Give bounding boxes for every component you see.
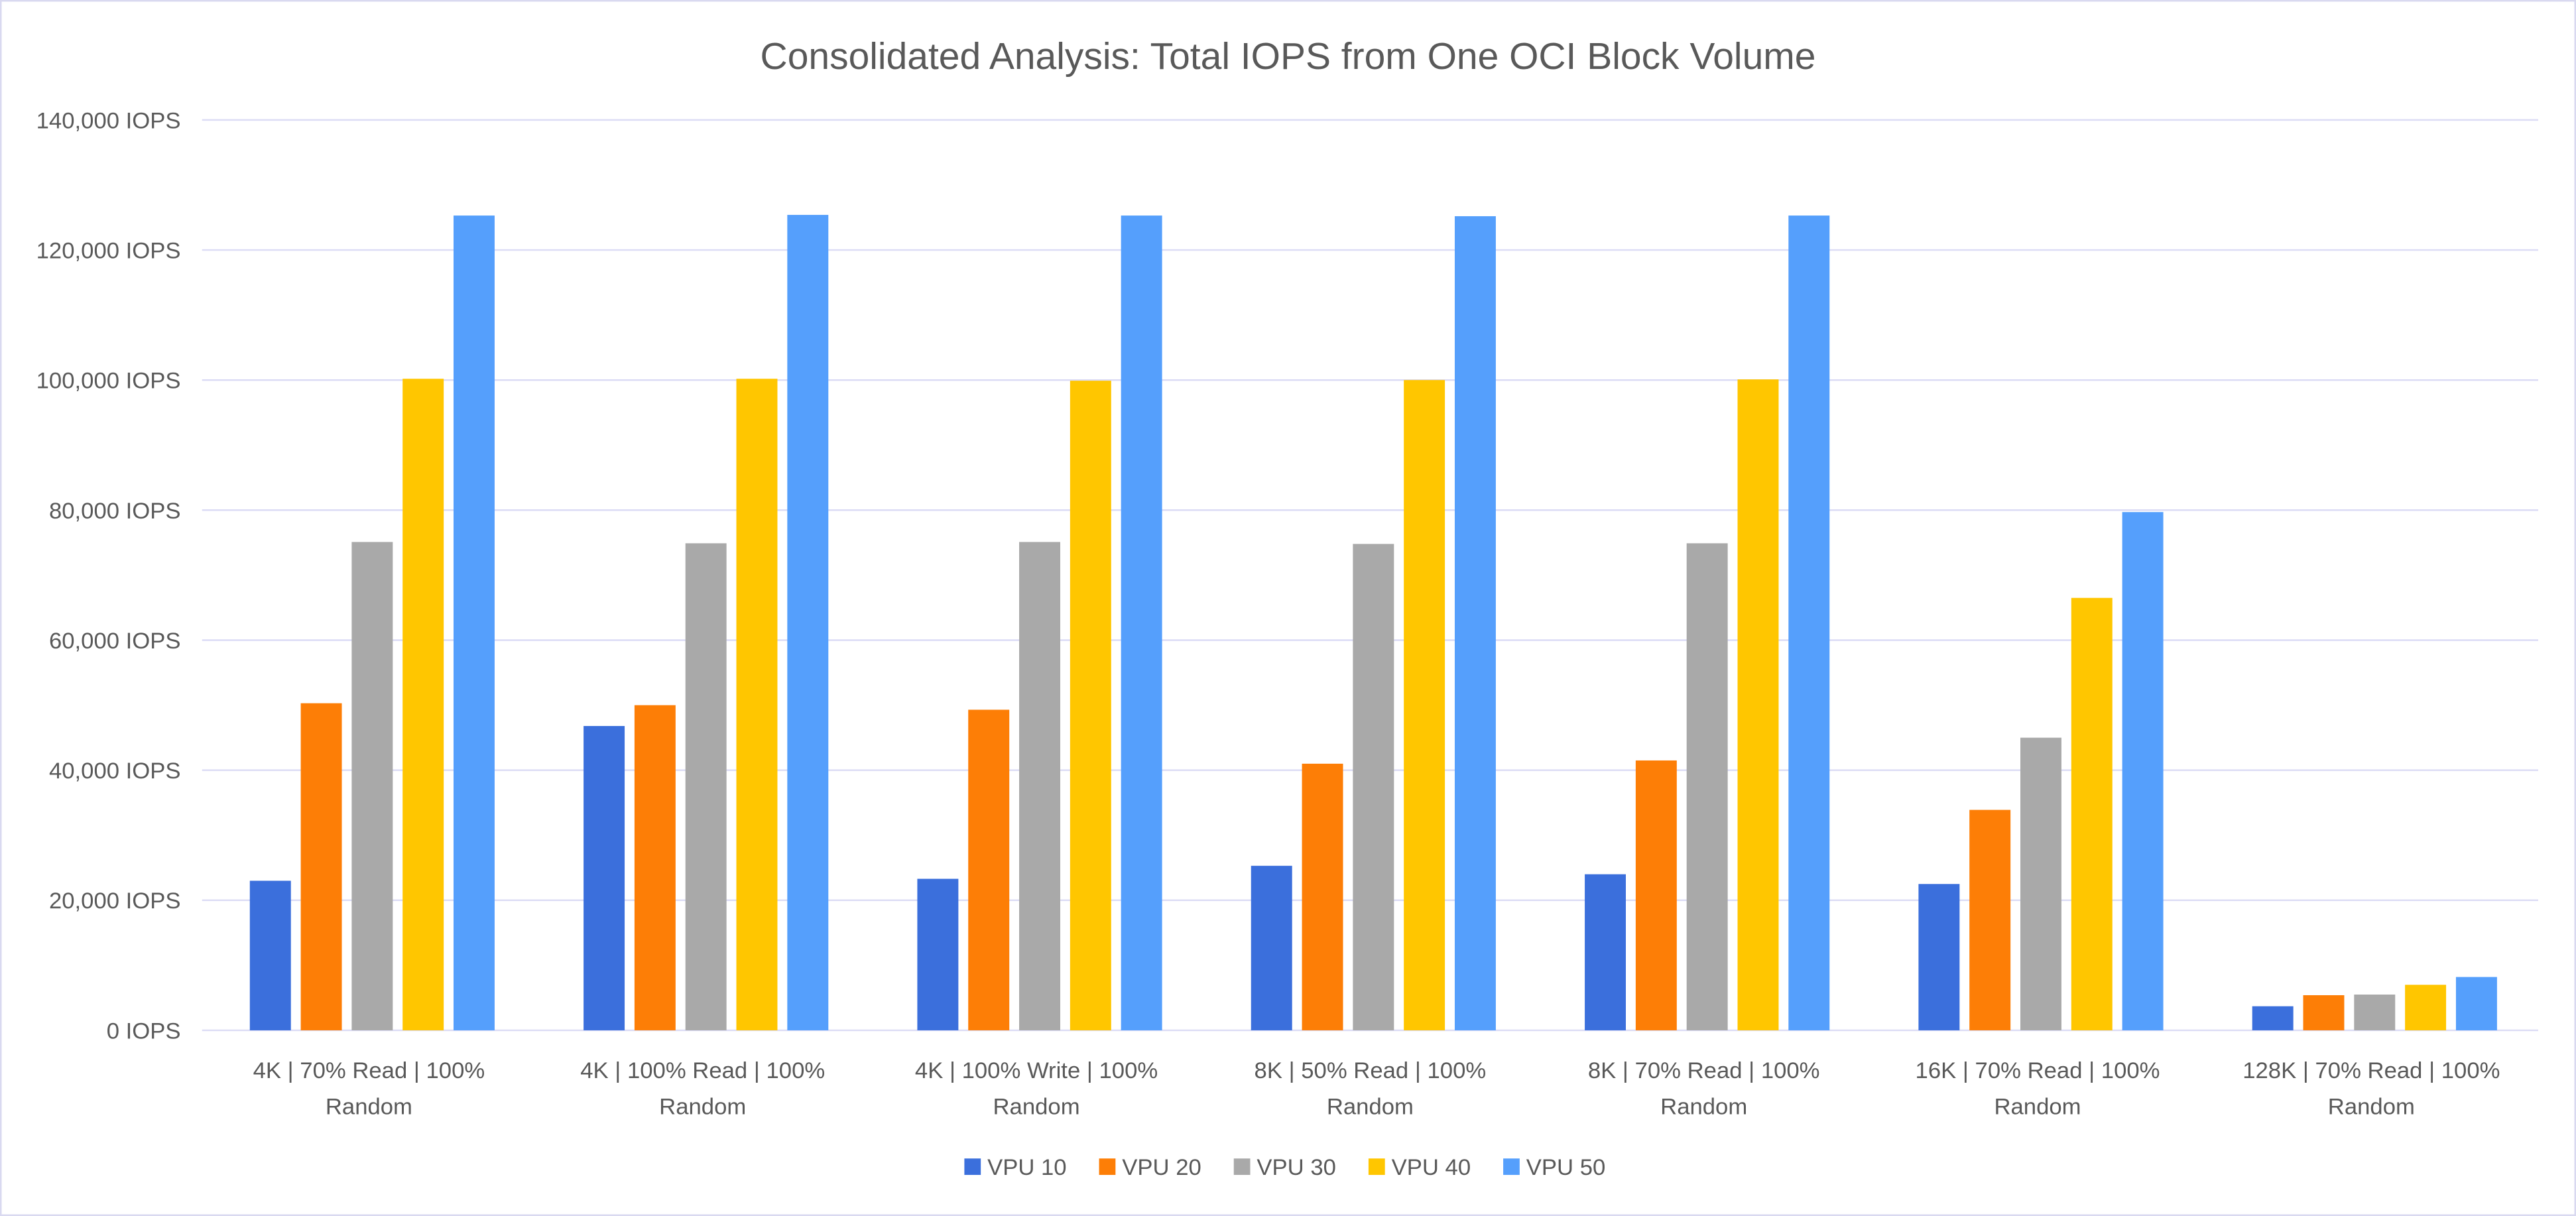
bars [249,215,2497,1030]
bar-vpu-50 [2122,512,2164,1030]
legend-label: VPU 40 [1392,1155,1471,1180]
x-tick-label: Random [1994,1094,2081,1119]
bar-vpu-20 [1635,760,1677,1030]
bar-vpu-20 [2303,995,2345,1030]
bar-vpu-30 [2354,995,2396,1030]
x-tick-label: 8K | 50% Read | 100% [1255,1058,1487,1083]
y-tick-label: 140,000 IOPS [36,108,181,133]
y-tick-label: 100,000 IOPS [36,369,181,394]
y-tick-label: 0 IOPS [107,1018,181,1044]
y-tick-label: 80,000 IOPS [49,499,181,524]
legend-swatch [1233,1158,1251,1176]
x-tick-label: 4K | 100% Read | 100% [580,1058,825,1083]
bar-vpu-40 [1070,381,1111,1030]
x-tick-label: Random [2328,1094,2415,1119]
bar-vpu-40 [1737,379,1779,1030]
bar-vpu-30 [351,542,393,1030]
y-tick-label: 60,000 IOPS [49,629,181,654]
bar-vpu-10 [1918,884,1960,1030]
legend-label: VPU 30 [1257,1155,1336,1180]
bar-vpu-10 [1585,874,1626,1030]
bar-vpu-30 [1686,543,1728,1030]
x-tick-label: Random [1660,1094,1747,1119]
bar-vpu-40 [1404,380,1445,1030]
bar-vpu-50 [787,215,829,1030]
bar-vpu-10 [583,725,625,1030]
x-tick-label: 16K | 70% Read | 100% [1916,1058,2160,1083]
x-tick-label: Random [659,1094,746,1119]
bar-vpu-50 [2455,977,2497,1030]
bar-vpu-40 [736,379,778,1030]
legend-swatch [1368,1158,1385,1176]
y-tick-label: 20,000 IOPS [49,888,181,914]
bar-vpu-10 [917,879,959,1030]
bar-vpu-40 [402,379,444,1030]
x-tick-label: Random [993,1094,1080,1119]
bar-vpu-30 [2020,737,2061,1030]
legend-label: VPU 50 [1526,1155,1606,1180]
bar-vpu-30 [685,543,727,1030]
chart-title: Consolidated Analysis: Total IOPS from O… [761,35,1816,78]
bar-vpu-30 [1019,542,1060,1030]
bar-vpu-10 [2252,1006,2294,1030]
bar-vpu-50 [1121,215,1162,1030]
x-axis: 4K | 70% Read | 100% Random 4K | 100% Read… [253,1058,2500,1120]
bar-vpu-50 [1788,215,1830,1030]
y-axis: 0 IOPS 20,000 IOPS 40,000 IOPS 60,000 IOPS 8… [36,108,181,1044]
bar-vpu-40 [2071,597,2113,1030]
x-tick-label: 4K | 70% Read | 100% [253,1058,485,1083]
y-tick-label: 120,000 IOPS [36,238,181,263]
legend-label: VPU 20 [1122,1155,1201,1180]
bar-vpu-20 [1969,810,2011,1030]
x-tick-label: 4K | 100% Write | 100% [915,1058,1158,1083]
bar-vpu-30 [1353,544,1394,1030]
bar-vpu-50 [1454,216,1496,1030]
bar-vpu-20 [634,705,676,1030]
legend-swatch [1099,1158,1116,1176]
bar-vpu-50 [454,215,495,1030]
bar-vpu-10 [1251,865,1292,1030]
bar-vpu-10 [249,881,291,1030]
x-tick-label: Random [1327,1094,1414,1119]
legend-label: VPU 10 [987,1155,1067,1180]
bar-vpu-40 [2405,985,2447,1030]
legend-swatch [1503,1158,1520,1176]
y-tick-label: 40,000 IOPS [49,759,181,784]
legend: VPU 10 VPU 20 VPU 30 VPU 40 VPU 50 [964,1155,1605,1180]
x-tick-label: 128K | 70% Read | 100% [2242,1058,2500,1083]
x-tick-label: 8K | 70% Read | 100% [1588,1058,1820,1083]
x-tick-label: Random [326,1094,412,1119]
legend-swatch [964,1158,981,1176]
bar-vpu-20 [1302,763,1343,1030]
bar-vpu-20 [968,709,1010,1030]
bar-vpu-20 [300,703,342,1030]
